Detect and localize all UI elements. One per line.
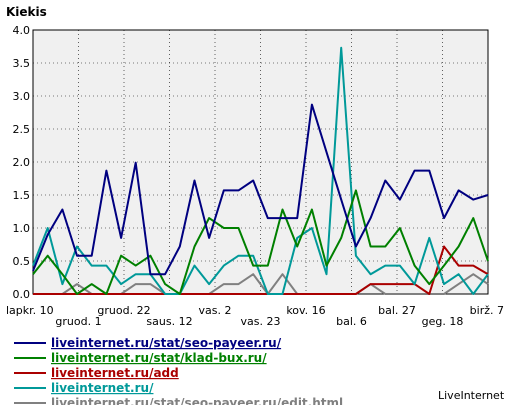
x-tick-label: vas. 23 — [241, 315, 281, 328]
series-lines — [32, 46, 489, 295]
x-tick-label: bal. 6 — [336, 315, 367, 328]
legend-label: liveinternet.ru/stat/seo-payeer.ru/edit.… — [51, 396, 343, 405]
x-tick-label: gruod. 1 — [55, 315, 101, 328]
x-tick-label: saus. 12 — [146, 315, 192, 328]
y-tick-label: 1.5 — [13, 189, 31, 202]
y-tick-label: 2.5 — [13, 123, 31, 136]
legend-label: liveinternet.ru/add — [51, 366, 179, 380]
x-tick-label: bal. 27 — [378, 304, 416, 317]
legend-label: liveinternet.ru/stat/klad-bux.ru/ — [51, 351, 267, 365]
series-line — [32, 189, 489, 295]
x-tick-label: gruod. 22 — [97, 304, 150, 317]
x-tick-label: lapkr. 10 — [6, 304, 54, 317]
y-tick-label: 3.0 — [13, 90, 31, 103]
y-tick-label: 2.0 — [13, 156, 31, 169]
y-tick-label: 0.5 — [13, 255, 31, 268]
series-line — [32, 103, 489, 276]
y-tick-label: 1.0 — [13, 222, 31, 235]
legend: liveinternet.ru/stat/seo-payeer.ru/livei… — [14, 336, 343, 405]
y-axis-ticks: 0.0 0.5 1.0 1.5 2.0 2.5 3.0 3.5 4.0 — [13, 24, 31, 301]
x-tick-label: vas. 2 — [199, 304, 232, 317]
legend-label: liveinternet.ru/stat/seo-payeer.ru/ — [51, 336, 282, 350]
y-tick-label: 0.0 — [13, 288, 31, 301]
series-line — [33, 245, 489, 295]
legend-label: liveinternet.ru/ — [51, 381, 154, 395]
y-tick-label: 4.0 — [13, 24, 31, 37]
series-line — [32, 46, 489, 295]
x-tick-label: geg. 18 — [422, 315, 464, 328]
footer-brand: LiveInternet — [438, 389, 505, 402]
x-tick-label: kov. 16 — [286, 304, 325, 317]
chart-title: Kiekis — [6, 5, 47, 19]
y-tick-label: 3.5 — [13, 57, 31, 70]
x-tick-label: birž. 7 — [470, 304, 504, 317]
